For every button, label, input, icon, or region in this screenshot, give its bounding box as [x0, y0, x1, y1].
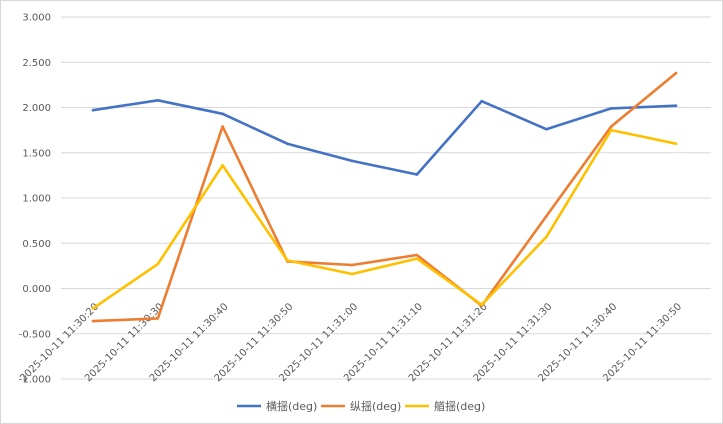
series-line-3 — [91, 128, 678, 310]
data-point — [221, 112, 224, 116]
series-line-1 — [91, 99, 678, 176]
data-point — [91, 108, 95, 112]
data-point — [156, 98, 160, 102]
legend-label: 艏揺(deg) — [434, 399, 485, 413]
data-point — [350, 272, 354, 276]
data-point — [91, 307, 95, 310]
data-point — [480, 99, 483, 103]
data-point — [609, 125, 613, 128]
data-point — [221, 125, 224, 128]
data-point — [91, 319, 95, 323]
series-line-2 — [91, 71, 678, 323]
data-point — [480, 303, 483, 307]
data-point — [221, 164, 224, 167]
y-tick-label: 0.500 — [22, 239, 51, 250]
data-point — [415, 253, 419, 257]
data-point — [674, 71, 678, 75]
data-point — [674, 142, 678, 145]
legend-label: 纵揺(deg) — [350, 400, 401, 413]
y-axis-ticks: -1.000 -0.500 0.000 0.500 1.000 1.500 2.000 2.5… — [19, 13, 51, 386]
data-point — [415, 173, 419, 176]
data-point — [545, 214, 548, 218]
legend: 横揺(deg) 纵揺(deg) 艏揺(deg) — [237, 399, 485, 413]
series-lines — [91, 71, 678, 323]
data-point — [350, 263, 354, 267]
data-point — [156, 317, 160, 320]
data-point — [156, 262, 160, 266]
y-tick-label: 0.000 — [22, 284, 51, 295]
data-point — [415, 257, 419, 260]
data-point — [674, 104, 678, 107]
data-point — [609, 128, 613, 132]
y-tick-label: -0.500 — [19, 329, 51, 340]
y-tick-label: 3.000 — [22, 13, 51, 24]
y-tick-label: -1.000 — [19, 375, 51, 386]
data-point — [545, 127, 548, 131]
y-tick-label: 2.500 — [22, 58, 51, 69]
y-tick-label: 1.000 — [22, 194, 51, 205]
gridlines — [61, 16, 711, 380]
y-tick-label: 1.500 — [22, 148, 51, 159]
data-point — [609, 107, 613, 110]
data-point — [350, 159, 354, 163]
data-point — [286, 142, 289, 145]
data-point — [545, 235, 548, 239]
legend-label: 横揺(deg) — [266, 399, 317, 413]
data-point — [286, 259, 289, 262]
y-tick-label: 2.000 — [22, 103, 51, 114]
